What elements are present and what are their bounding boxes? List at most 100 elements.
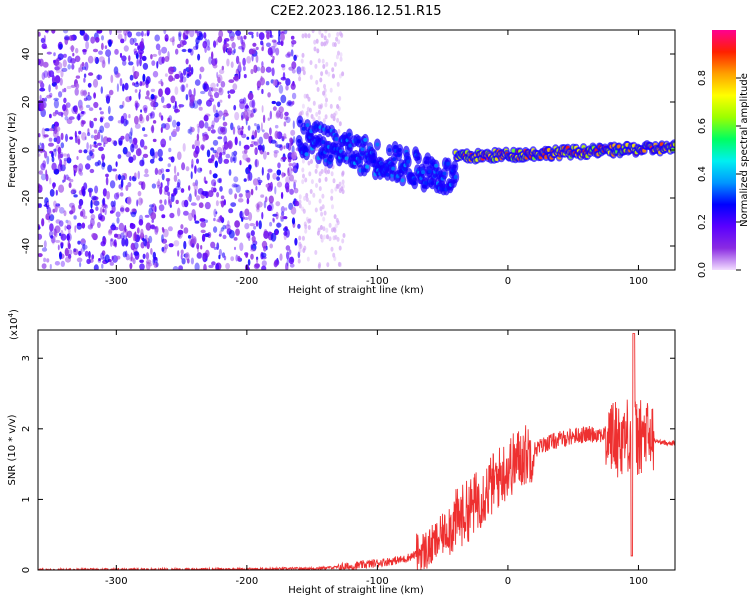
heatmap-cell bbox=[257, 144, 263, 151]
heatmap-cell bbox=[164, 73, 168, 77]
heatmap-cell bbox=[105, 49, 112, 57]
heatmap-cell bbox=[183, 227, 189, 234]
heatmap-cell bbox=[96, 30, 103, 34]
heatmap-cell bbox=[313, 46, 317, 52]
heatmap-cell bbox=[56, 62, 63, 70]
heatmap-cell bbox=[219, 126, 226, 133]
snr-x-axis-label: Height of straight line (km) bbox=[288, 585, 424, 596]
heatmap-cell bbox=[164, 87, 171, 96]
heatmap-cell bbox=[211, 179, 217, 187]
heatmap-cell bbox=[275, 201, 281, 207]
heatmap-cell bbox=[38, 253, 43, 258]
heatmap-cell bbox=[149, 204, 155, 208]
heatmap-cell bbox=[143, 145, 148, 150]
heatmap-cell bbox=[125, 253, 130, 261]
heatmap-cell bbox=[285, 142, 290, 149]
heatmap-cell bbox=[94, 144, 98, 148]
heatmap-cell bbox=[272, 55, 275, 61]
heatmap-cell bbox=[186, 258, 190, 264]
heatmap-cell bbox=[83, 32, 88, 42]
heatmap-cell bbox=[119, 192, 124, 197]
heatmap-cell bbox=[342, 233, 346, 238]
heatmap-cell bbox=[177, 151, 182, 160]
heatmap-cell bbox=[301, 103, 305, 109]
heatmap-cell bbox=[237, 255, 241, 262]
heatmap-cell bbox=[49, 214, 55, 222]
heatmap-cell bbox=[295, 162, 299, 169]
heatmap-cell bbox=[323, 92, 327, 98]
heatmap-cell bbox=[314, 250, 318, 255]
heatmap-cell bbox=[161, 246, 165, 252]
heatmap-cell bbox=[213, 208, 217, 218]
heatmap-cell bbox=[196, 242, 200, 250]
heatmap-cell bbox=[152, 70, 159, 78]
heatmap-cell bbox=[217, 178, 222, 183]
heatmap-cell bbox=[181, 48, 187, 53]
heatmap-cell bbox=[255, 46, 259, 51]
heatmap-cell bbox=[256, 66, 261, 72]
heatmap-cell bbox=[189, 30, 195, 38]
heatmap-cell bbox=[225, 224, 231, 230]
heatmap-cell bbox=[125, 133, 130, 142]
heatmap-cell bbox=[39, 87, 46, 92]
heatmap-cell bbox=[244, 222, 250, 230]
heatmap-cell bbox=[183, 30, 189, 38]
heatmap-cell bbox=[101, 199, 104, 205]
heatmap-cell bbox=[235, 30, 242, 36]
heatmap-cell bbox=[303, 93, 307, 99]
heatmap-cell bbox=[248, 212, 253, 221]
heatmap-cell bbox=[126, 230, 133, 238]
heatmap-cell bbox=[194, 165, 197, 174]
heatmap-cell bbox=[288, 163, 293, 167]
heatmap-cell bbox=[100, 86, 104, 94]
heatmap-cell bbox=[341, 189, 345, 195]
heatmap-cell bbox=[198, 202, 204, 209]
heatmap-cell bbox=[45, 215, 50, 220]
heatmap-cell bbox=[55, 189, 58, 196]
heatmap-cell bbox=[283, 116, 289, 121]
heatmap-cell bbox=[43, 134, 49, 138]
heatmap-cell bbox=[338, 188, 342, 194]
heatmap-cell bbox=[290, 49, 294, 57]
heatmap-cell bbox=[65, 133, 68, 142]
heatmap-cell bbox=[312, 192, 316, 198]
heatmap-cell bbox=[100, 241, 106, 247]
heatmap-cell bbox=[199, 73, 202, 80]
heatmap-cell bbox=[124, 84, 127, 90]
heatmap-cell bbox=[314, 207, 318, 213]
heatmap-cell bbox=[213, 217, 216, 222]
heatmap-cell bbox=[334, 110, 338, 116]
heatmap-cell bbox=[285, 53, 291, 58]
heatmap-cell bbox=[136, 199, 139, 207]
heatmap-cell bbox=[285, 245, 291, 251]
heatmap-cell bbox=[67, 220, 72, 230]
heatmap-cell bbox=[218, 87, 224, 96]
heatmap-cell bbox=[109, 261, 115, 266]
heatmap-cell bbox=[260, 65, 266, 74]
heatmap-cell bbox=[218, 30, 224, 38]
heatmap-cell bbox=[270, 232, 277, 242]
heatmap-cell bbox=[212, 149, 217, 154]
heatmap-cell bbox=[70, 190, 74, 195]
heatmap-cell bbox=[301, 52, 305, 58]
heatmap-cell bbox=[276, 144, 283, 149]
heatmap-cell bbox=[263, 132, 270, 140]
heatmap-cell bbox=[261, 252, 267, 258]
heatmap-cell bbox=[172, 128, 177, 135]
heatmap-cell bbox=[305, 123, 310, 128]
spectrogram-heatmap bbox=[38, 30, 675, 270]
heatmap-cell bbox=[144, 214, 150, 218]
heatmap-cell bbox=[286, 258, 289, 267]
heatmap-cell bbox=[91, 195, 97, 201]
heatmap-cell bbox=[160, 126, 163, 133]
colorbar-tick-label: 0.4 bbox=[697, 166, 708, 182]
heatmap-cell bbox=[331, 67, 335, 73]
heatmap-cell bbox=[194, 262, 200, 270]
heatmap-cell bbox=[301, 66, 305, 72]
heatmap-cell bbox=[48, 142, 54, 147]
colorbar-label: Normalized spectral amplitude bbox=[739, 73, 750, 227]
heatmap-cell bbox=[243, 217, 249, 220]
heatmap-cell bbox=[160, 168, 165, 174]
heatmap-cell bbox=[230, 156, 234, 163]
heatmap-cell bbox=[281, 136, 288, 140]
